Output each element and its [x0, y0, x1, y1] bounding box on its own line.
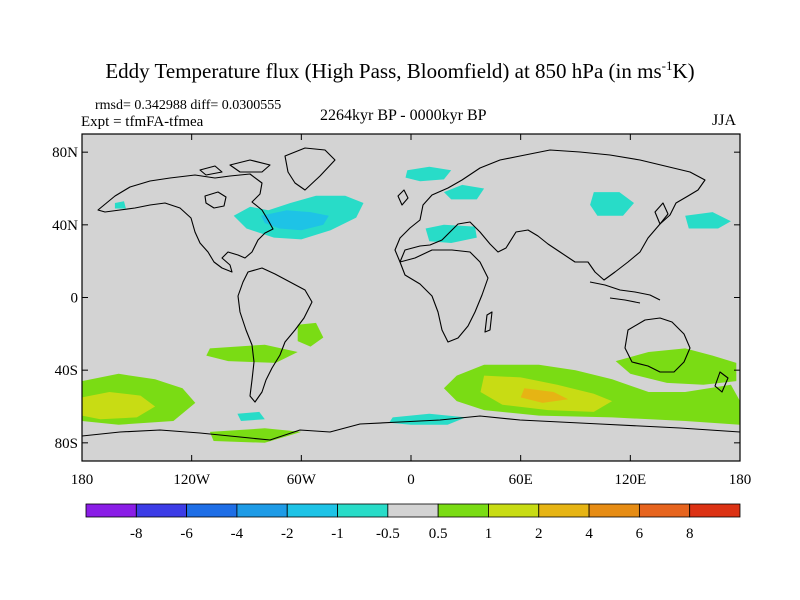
map-axes: 180 120W 60W 0 60E 120E 180 80N 40N 0 40S 80S: [52, 134, 751, 488]
flux-region-13: [82, 392, 156, 420]
colorbar-label-8: 2: [535, 526, 543, 542]
colorbar-swatch-10: [588, 503, 640, 518]
x-tick-label-3: 0: [407, 472, 415, 488]
colorbar-label-7: 1: [485, 526, 493, 542]
flux-region-4: [425, 224, 477, 243]
flux-region-5: [590, 192, 634, 216]
x-tick-label-1: 120W: [173, 472, 211, 488]
flux-region-10: [520, 388, 569, 403]
colorbar-label-0: -8: [130, 526, 143, 542]
flux-region-14: [206, 344, 298, 363]
x-tick-label-0: 180: [71, 472, 94, 488]
coast-antarctica: [82, 415, 740, 441]
chart-title: Eddy Temperature flux (High Pass, Bloomf…: [105, 58, 695, 83]
colorbar-label-2: -4: [231, 526, 244, 542]
x-tick-label-4: 60E: [509, 472, 533, 488]
colorbar-label-6: 0.5: [429, 526, 448, 542]
coast-africa: [399, 249, 489, 343]
experiment-label: Expt = tfmFA-tfmea: [81, 114, 204, 130]
flux-region-3: [443, 184, 485, 200]
coast-indonesia: [589, 281, 661, 304]
colorbar-swatch-11: [638, 503, 691, 518]
coast-british-isles: [397, 189, 409, 206]
flux-region-15: [297, 322, 324, 347]
coast-eurasia: [394, 149, 706, 281]
coast-madagascar: [484, 311, 493, 333]
stats-label: rmsd= 0.342988 diff= 0.0300555: [95, 98, 282, 113]
colorbar-swatch-1: [135, 503, 188, 518]
y-tick-label-0: 80N: [52, 145, 78, 161]
colorbar-label-10: 6: [636, 526, 644, 542]
flux-region-7: [114, 201, 126, 209]
coast-arctic-islands: [199, 159, 271, 176]
coast-japan: [654, 202, 669, 225]
coast-new-zealand: [714, 371, 729, 393]
colorbar-swatch-4: [286, 503, 338, 518]
colorbar-label-5: -0.5: [376, 526, 400, 542]
flux-regions: [82, 166, 740, 443]
colorbar-swatch-3: [236, 503, 288, 518]
flux-region-11: [615, 348, 737, 385]
colorbar-label-3: -2: [281, 526, 294, 542]
y-tick-label-1: 40N: [52, 218, 78, 234]
colorbar-swatch-2: [186, 503, 238, 518]
coast-north-america: [97, 173, 274, 273]
colorbar: -8 -6 -4 -2 -1 -0.5 0.5 1 2 4 6 8: [85, 503, 741, 542]
period-label: 2264kyr BP - 0000kyr BP: [320, 107, 487, 124]
flux-region-16: [209, 428, 302, 443]
coast-greenland: [284, 147, 336, 191]
colorbar-label-11: 8: [686, 526, 694, 542]
flux-region-18: [237, 411, 265, 421]
flux-region-1: [261, 210, 329, 231]
flux-region-2: [405, 166, 452, 182]
x-tick-label-2: 60W: [287, 472, 317, 488]
coastlines: [82, 147, 740, 441]
coast-australia: [624, 317, 691, 373]
colorbar-swatch-9: [538, 503, 590, 518]
y-tick-label-2: 0: [71, 291, 79, 307]
colorbar-swatch-6: [387, 503, 439, 518]
colorbar-label-1: -6: [180, 526, 193, 542]
x-tick-label-6: 180: [729, 472, 752, 488]
colorbar-swatch-0: [85, 503, 137, 518]
colorbar-label-9: 4: [585, 526, 593, 542]
coast-south-america: [237, 267, 313, 403]
season-label: JJA: [712, 112, 737, 129]
colorbar-label-4: -1: [331, 526, 344, 542]
colorbar-swatch-7: [437, 503, 489, 518]
x-tick-label-5: 120E: [614, 472, 646, 488]
colorbar-swatch-5: [337, 503, 389, 518]
coast-hudson-bay: [204, 191, 227, 209]
colorbar-swatch-12: [689, 503, 741, 518]
y-tick-label-4: 80S: [55, 436, 78, 452]
y-tick-label-3: 40S: [55, 363, 78, 379]
colorbar-swatch-8: [488, 503, 540, 518]
flux-region-6: [685, 212, 731, 229]
